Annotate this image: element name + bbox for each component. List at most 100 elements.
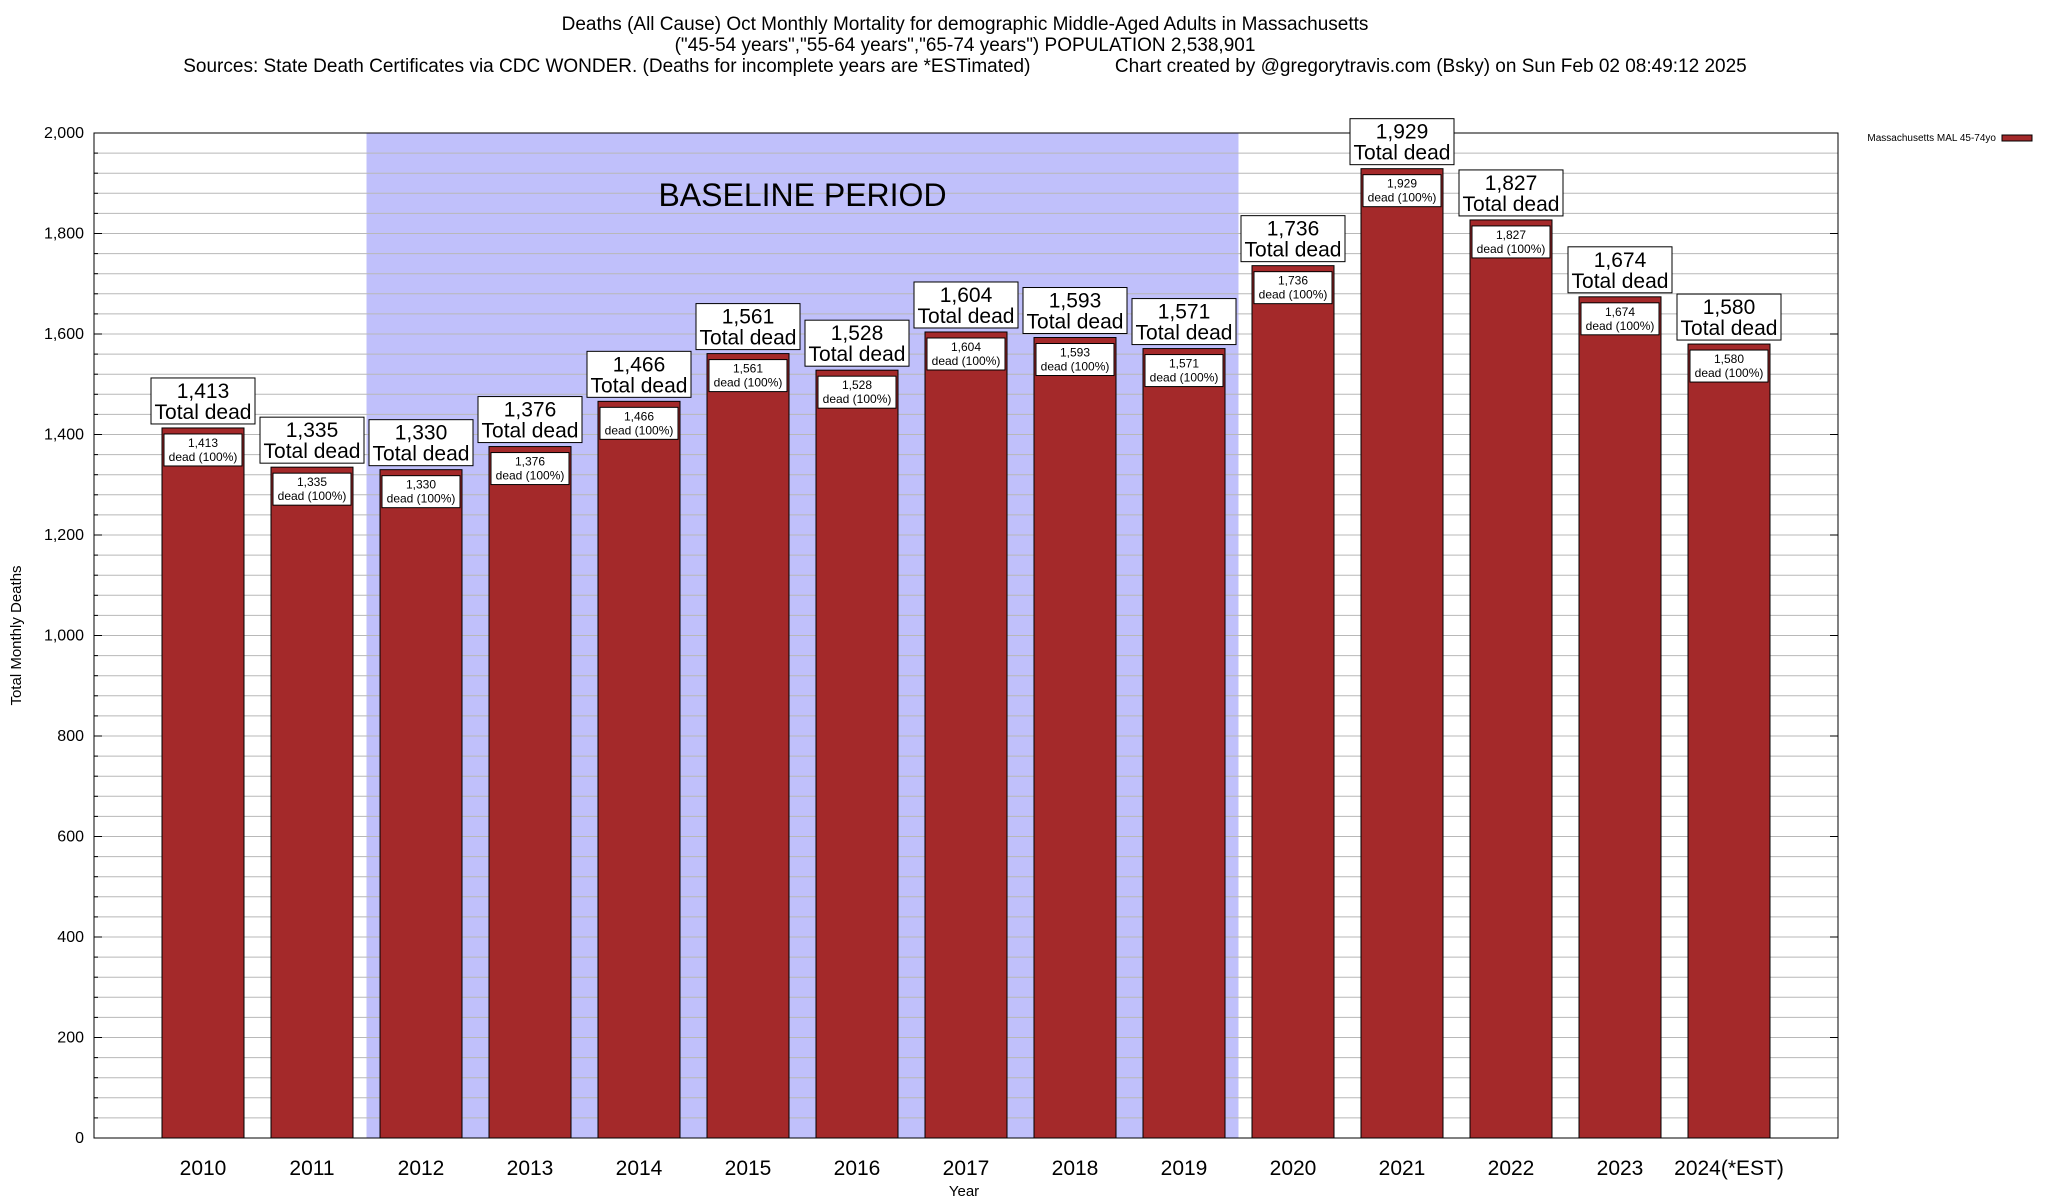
y-tick-label: 1,600	[44, 326, 84, 343]
inner-dead-label: dead (100%)	[278, 489, 347, 503]
bar	[924, 331, 1008, 1139]
inner-dead-label: dead (100%)	[823, 392, 892, 406]
total-value-label: 1,571	[1158, 301, 1211, 324]
title-line-3: Sources: State Death Certificates via CD…	[183, 56, 1747, 77]
x-tick-label: 2014	[616, 1157, 663, 1180]
total-dead-label: Total dead	[155, 401, 252, 424]
x-tick-label: 2013	[507, 1157, 554, 1180]
baseline-label: BASELINE PERIOD	[658, 177, 946, 213]
title-line-1: Deaths (All Cause) Oct Monthly Mortality…	[561, 14, 1369, 35]
bar	[1469, 219, 1553, 1139]
total-value-label: 1,929	[1376, 121, 1429, 144]
inner-dead-label: dead (100%)	[1586, 319, 1655, 333]
total-dead-label: Total dead	[1463, 193, 1560, 216]
total-dead-label: Total dead	[373, 443, 470, 466]
x-tick-label: 2023	[1597, 1157, 1644, 1180]
x-tick-label: 2021	[1379, 1157, 1426, 1180]
total-label-box	[695, 303, 801, 351]
total-value-label: 1,561	[722, 306, 775, 329]
bar	[488, 446, 572, 1139]
inner-value-label: 1,330	[406, 478, 436, 492]
x-tick-label: 2020	[1270, 1157, 1317, 1180]
total-value-label: 1,580	[1703, 296, 1756, 319]
inner-value-label: 1,466	[624, 409, 654, 423]
y-tick-label: 200	[57, 1030, 84, 1047]
x-tick-label: 2017	[943, 1157, 990, 1180]
inner-label-box	[926, 337, 1006, 371]
total-label-box	[1240, 215, 1346, 263]
x-tick-label: 2011	[289, 1157, 334, 1180]
total-dead-label: Total dead	[591, 374, 688, 397]
bar	[379, 469, 463, 1139]
bar	[815, 369, 899, 1139]
bar	[1687, 343, 1771, 1139]
chart-title: Deaths (All Cause) Oct Monthly Mortality…	[0, 14, 1930, 77]
x-tick-label: 2022	[1488, 1157, 1535, 1180]
total-label-box	[259, 416, 365, 464]
bar	[597, 400, 681, 1139]
total-dead-label: Total dead	[482, 420, 579, 443]
total-value-label: 1,528	[831, 322, 884, 345]
inner-dead-label: dead (100%)	[605, 423, 674, 437]
inner-label-box	[1144, 354, 1224, 388]
total-dead-label: Total dead	[700, 327, 797, 350]
x-tick-label: 2015	[725, 1157, 772, 1180]
total-dead-label: Total dead	[1245, 239, 1342, 262]
total-label-box	[1131, 298, 1237, 346]
inner-value-label: 1,376	[515, 455, 545, 469]
inner-label-box	[817, 375, 897, 409]
total-dead-label: Total dead	[1136, 322, 1233, 345]
total-value-label: 1,604	[940, 284, 993, 307]
total-value-label: 1,376	[504, 399, 557, 422]
total-dead-label: Total dead	[1572, 270, 1669, 293]
total-dead-label: Total dead	[809, 343, 906, 366]
inner-label-box	[272, 472, 352, 506]
bar	[270, 466, 354, 1139]
y-tick-label: 1,800	[44, 226, 84, 243]
total-dead-label: Total dead	[918, 305, 1015, 328]
inner-dead-label: dead (100%)	[1368, 191, 1437, 205]
y-tick-label: 400	[57, 929, 84, 946]
total-label-box	[1567, 246, 1673, 294]
x-tick-label: 2024(*EST)	[1674, 1157, 1784, 1180]
total-dead-label: Total dead	[1027, 311, 1124, 334]
inner-value-label: 1,827	[1496, 228, 1526, 242]
bar	[1251, 265, 1335, 1139]
x-tick-label: 2010	[180, 1157, 227, 1180]
inner-dead-label: dead (100%)	[1695, 366, 1764, 380]
bar	[1142, 348, 1226, 1139]
total-value-label: 1,466	[613, 353, 666, 376]
inner-label-box	[1471, 225, 1551, 259]
inner-value-label: 1,413	[188, 436, 218, 450]
inner-value-label: 1,674	[1605, 305, 1635, 319]
inner-value-label: 1,929	[1387, 177, 1417, 191]
total-value-label: 1,593	[1049, 290, 1102, 313]
inner-dead-label: dead (100%)	[387, 492, 456, 506]
inner-value-label: 1,580	[1714, 352, 1744, 366]
total-label-box	[1349, 118, 1455, 166]
x-tick-label: 2016	[834, 1157, 881, 1180]
y-axis-title: Total Monthly Deaths	[8, 565, 25, 705]
inner-label-box	[708, 359, 788, 393]
bar	[161, 427, 245, 1139]
title-line-2: ("45-54 years","55-64 years","65-74 year…	[674, 35, 1256, 56]
y-tick-label: 1,000	[44, 628, 84, 645]
x-tick-label: 2019	[1161, 1157, 1208, 1180]
